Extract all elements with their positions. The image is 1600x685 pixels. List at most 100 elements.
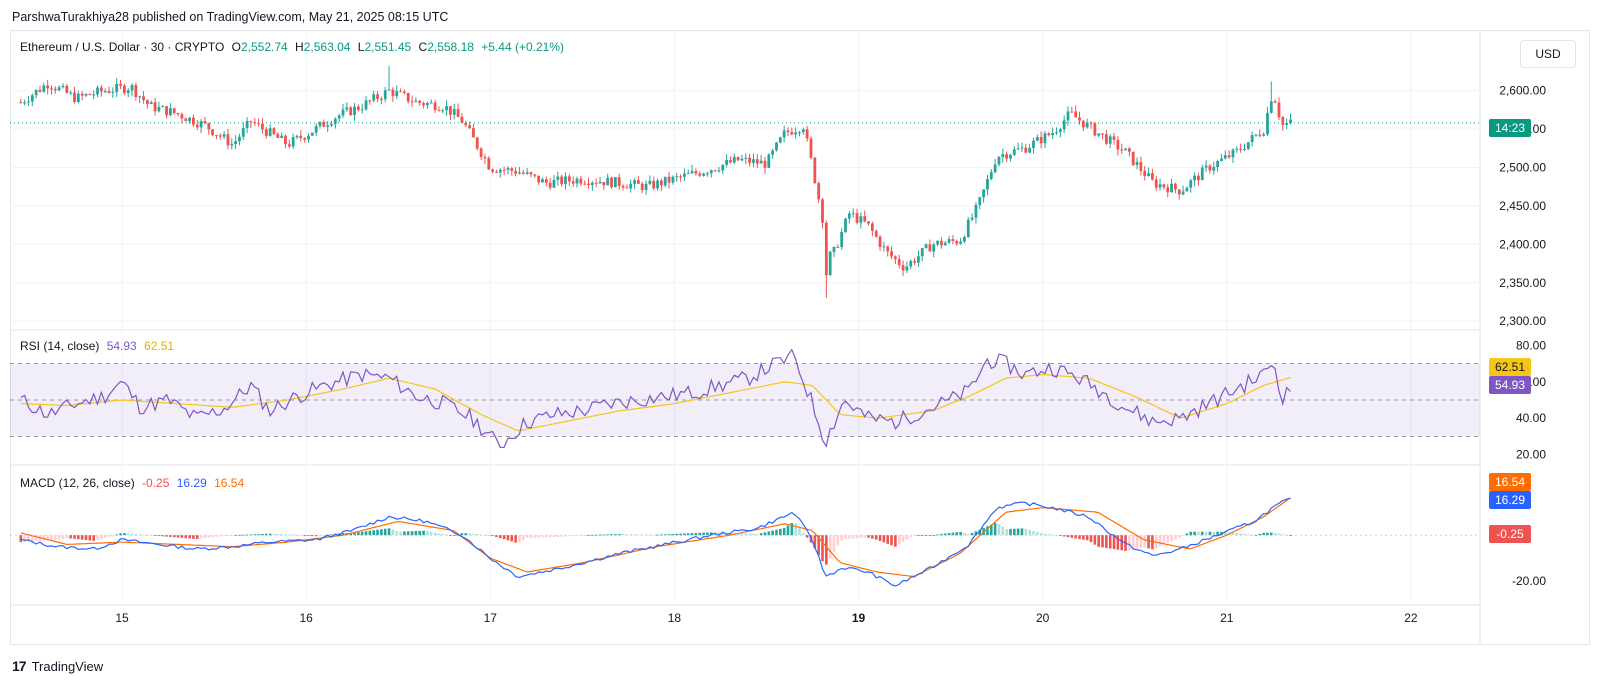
macd-histogram-bar <box>1062 535 1066 537</box>
macd-histogram-bar <box>161 535 165 537</box>
macd-histogram-bar <box>986 526 989 536</box>
candle-body <box>598 182 602 184</box>
candle-body <box>575 178 579 184</box>
candle-body <box>706 173 709 175</box>
candle-body <box>84 93 88 96</box>
macd-histogram-bar <box>395 531 399 536</box>
rsi-line <box>20 348 1291 449</box>
candle-body <box>376 94 379 99</box>
rsi-tag: 54.93 <box>1489 376 1531 394</box>
macd-histogram-bar <box>222 535 226 537</box>
candle-body <box>19 102 23 104</box>
macd-histogram-bar <box>802 532 805 536</box>
macd-histogram-bar <box>1047 534 1051 536</box>
macd-histogram-bar <box>675 533 679 536</box>
macd-histogram-bar <box>414 531 418 536</box>
macd-title[interactable]: MACD (12, 26, close) <box>20 476 135 490</box>
candle-body <box>257 123 261 125</box>
macd-histogram-bar <box>96 535 99 541</box>
macd-histogram-bar <box>226 535 230 536</box>
candle-body <box>1070 111 1074 113</box>
macd-histogram-bar <box>1112 535 1116 550</box>
candle-body <box>138 96 142 98</box>
candle-body <box>548 182 552 188</box>
macd-histogram-bar <box>656 534 659 536</box>
macd-histogram-bar <box>763 532 767 536</box>
candle-body <box>1250 135 1254 143</box>
candle-body <box>142 96 145 101</box>
macd-histogram-bar <box>422 530 425 536</box>
candle-body <box>966 219 970 237</box>
macd-histogram-bar <box>1093 535 1097 545</box>
macd-histogram-bar <box>966 534 970 536</box>
candle-body <box>1170 183 1173 193</box>
macd-histogram-bar <box>337 533 341 536</box>
macd-histogram-bar <box>1281 534 1285 536</box>
macd-histogram-bar <box>77 535 80 540</box>
macd-histogram-bar <box>568 535 571 537</box>
candle-body <box>974 205 978 218</box>
macd-histogram-bar <box>1258 533 1262 536</box>
candle-body <box>65 85 69 93</box>
macd-histogram-bar <box>142 534 145 536</box>
candle-body <box>1181 191 1185 195</box>
candle-body <box>882 246 886 248</box>
candle-body <box>472 128 475 138</box>
macd-histogram-bar <box>886 535 890 544</box>
candle-body <box>211 129 214 136</box>
macd-histogram-bar <box>997 524 1001 536</box>
candle-body <box>656 180 659 189</box>
countdown-tag: 14:23 <box>1489 119 1531 137</box>
candle-body <box>456 109 460 117</box>
macd-histogram-bar <box>1243 533 1246 536</box>
macd-histogram-bar <box>545 535 548 538</box>
candle-body <box>337 115 341 119</box>
symbol-title[interactable]: Ethereum / U.S. Dollar · 30 · CRYPTO <box>20 40 225 54</box>
candle-body <box>261 123 264 130</box>
rsi-ma-line <box>20 374 1291 432</box>
macd-histogram-bar <box>755 534 759 536</box>
candle-body <box>590 182 594 186</box>
macd-histogram-bar <box>794 523 797 536</box>
macd-histogram-bar <box>426 530 429 536</box>
macd-histogram-bar <box>1177 535 1181 538</box>
macd-histogram-bar <box>203 535 207 539</box>
macd-value: 16.29 <box>176 476 207 490</box>
candle-body <box>1166 187 1170 193</box>
macd-histogram-bar <box>525 535 529 538</box>
candle-body <box>541 179 544 183</box>
macd-histogram-bar <box>184 535 188 539</box>
candle-body <box>1120 149 1124 151</box>
change-value: +5.44 (+0.21%) <box>481 40 564 54</box>
candle-body <box>947 239 951 243</box>
candle-body <box>153 102 157 112</box>
hist-tag: -0.25 <box>1489 525 1531 543</box>
candle-body <box>460 116 464 123</box>
candle-body <box>441 110 445 112</box>
candle-body <box>832 246 836 252</box>
candle-body <box>30 95 34 102</box>
rsi-title[interactable]: RSI (14, close) <box>20 339 100 353</box>
close-label: C <box>418 40 428 54</box>
macd-histogram-bar <box>805 535 809 538</box>
macd-histogram-bar <box>1028 529 1031 536</box>
candle-body <box>686 173 690 175</box>
macd-histogram-bar <box>648 534 652 536</box>
macd-histogram-bar <box>276 533 280 536</box>
candle-body <box>122 85 126 93</box>
candle-body <box>1269 101 1273 113</box>
candle-body <box>391 89 395 97</box>
candle-body <box>782 130 786 138</box>
macd-histogram-bar <box>775 529 778 536</box>
macd-histogram-bar <box>771 530 774 536</box>
candle-body <box>1189 180 1193 188</box>
macd-histogram-bar <box>740 533 744 536</box>
candle-body <box>218 135 222 137</box>
macd-histogram-bar <box>591 534 594 536</box>
macd-histogram-bar <box>617 534 621 536</box>
currency-button[interactable]: USD <box>1520 40 1576 68</box>
candle-body <box>303 138 307 140</box>
macd-histogram-bar <box>867 535 870 538</box>
candle-body <box>437 110 441 112</box>
